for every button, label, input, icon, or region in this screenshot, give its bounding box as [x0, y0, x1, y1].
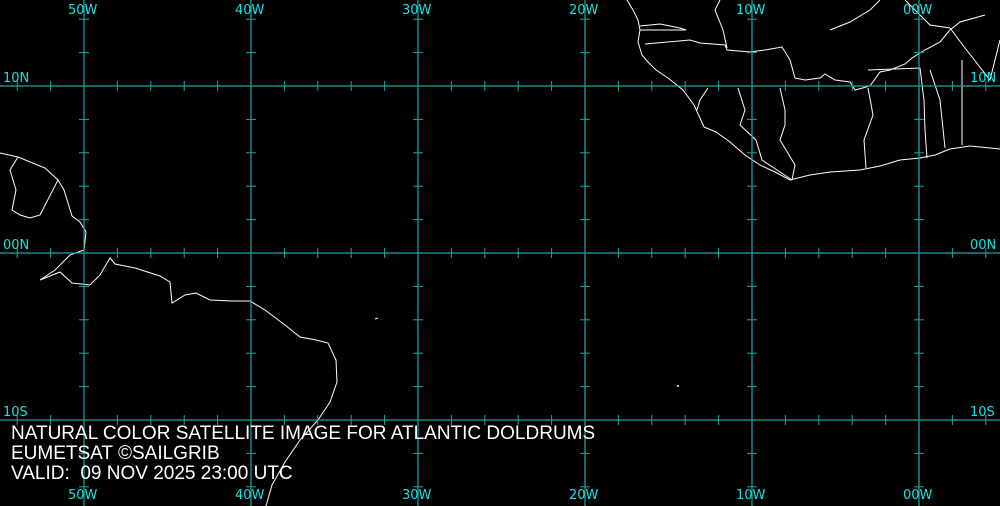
coastline	[644, 14, 986, 91]
coastline	[696, 87, 709, 111]
lon-label-top: 40W	[235, 3, 265, 18]
coastline	[863, 87, 874, 169]
coastline	[639, 23, 687, 31]
coastline	[904, 0, 1000, 82]
lon-label-bottom: 00W	[903, 488, 933, 503]
lon-label-top: 10W	[736, 3, 766, 18]
coastline	[9, 156, 59, 219]
lat-label-right: 10N	[970, 71, 997, 86]
lon-label-bottom: 30W	[402, 488, 432, 503]
map-credit: EUMETSAT ©SAILGRIB	[11, 443, 220, 464]
lon-label-bottom: 40W	[235, 488, 265, 503]
lon-label-top: 50W	[68, 3, 98, 18]
coastline	[929, 69, 946, 149]
lon-label-top: 30W	[402, 3, 432, 18]
lon-label-top: 20W	[569, 3, 599, 18]
island	[677, 385, 679, 387]
coastline	[779, 87, 796, 181]
coastline	[829, 0, 881, 31]
lat-label-right: 10S	[970, 405, 995, 420]
lon-label-bottom: 20W	[569, 488, 599, 503]
lat-label-right: 00N	[970, 238, 997, 253]
island	[374, 317, 379, 320]
lat-label-left: 10N	[3, 71, 30, 86]
coastline	[867, 67, 928, 159]
coastline	[626, 0, 1000, 181]
coastline	[737, 87, 793, 181]
lat-label-left: 00N	[3, 238, 30, 253]
lat-label-left: 10S	[3, 405, 28, 420]
lon-label-bottom: 50W	[68, 488, 98, 503]
lon-label-top: 00W	[903, 3, 933, 18]
map-title: NATURAL COLOR SATELLITE IMAGE FOR ATLANT…	[11, 423, 596, 444]
coastline	[0, 152, 338, 506]
valid-time: VALID: 09 NOV 2025 23:00 UTC	[11, 463, 293, 484]
lon-label-bottom: 10W	[736, 488, 766, 503]
coastline	[714, 0, 728, 49]
